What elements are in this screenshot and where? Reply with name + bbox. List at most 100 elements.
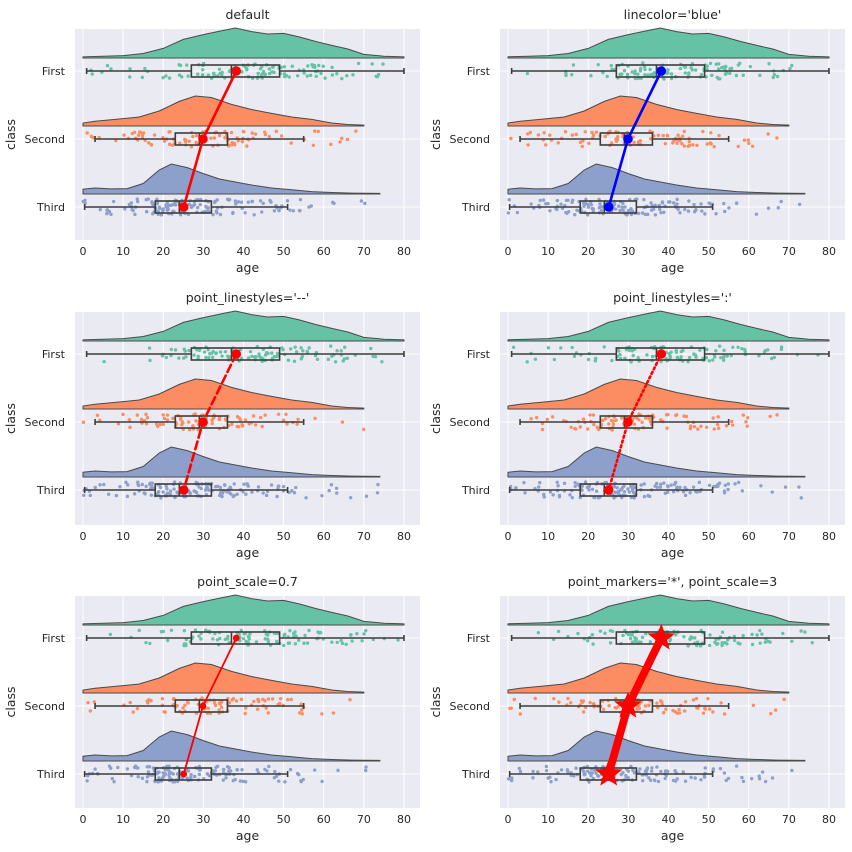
rain-point xyxy=(301,349,305,353)
rain-point xyxy=(90,72,94,76)
rain-point xyxy=(636,356,640,360)
rain-point xyxy=(145,779,149,784)
rain-point xyxy=(264,706,268,710)
rain-point xyxy=(509,136,513,141)
y-axis-label: class xyxy=(428,686,443,717)
cloud-second xyxy=(82,378,365,410)
rain-point xyxy=(161,490,165,494)
rain-point xyxy=(736,144,740,149)
rain-point xyxy=(148,481,152,485)
rain-point xyxy=(554,777,558,782)
rain-point xyxy=(194,140,198,145)
rain-point xyxy=(123,207,127,211)
rain-point xyxy=(158,422,162,427)
rain-point xyxy=(234,699,239,703)
rain-point xyxy=(629,207,633,211)
rain-point xyxy=(696,427,700,431)
rain-point xyxy=(188,428,192,432)
rain-point xyxy=(294,350,299,354)
rain-point xyxy=(736,641,740,645)
rain-point xyxy=(225,197,230,202)
rain-point xyxy=(167,768,171,772)
rain-point xyxy=(148,641,152,646)
rain-point xyxy=(693,68,698,72)
y-tick-label: Third xyxy=(461,484,490,497)
rain-point xyxy=(525,132,530,136)
rain-point xyxy=(622,69,627,73)
rain-point xyxy=(586,427,590,431)
x-tick-label: 30 xyxy=(621,245,635,258)
rain-point xyxy=(779,199,783,204)
rain-point xyxy=(683,71,688,75)
rain-point xyxy=(203,628,208,632)
rain-point xyxy=(691,143,695,147)
rain-point xyxy=(588,700,592,705)
rain-point xyxy=(707,707,712,711)
rain-point xyxy=(299,702,303,706)
rain-point xyxy=(573,484,577,488)
rain-point xyxy=(342,357,347,361)
y-axis-label: class xyxy=(428,403,443,434)
x-tick-label: 60 xyxy=(742,245,756,258)
rain-point xyxy=(665,134,670,138)
rain-point xyxy=(746,416,750,420)
rain-point xyxy=(508,776,512,781)
rain-point xyxy=(363,768,368,773)
rain-point xyxy=(566,198,570,202)
mean-point-second xyxy=(614,691,642,718)
rain-point xyxy=(364,628,368,633)
rain-point xyxy=(327,488,331,493)
rain-point xyxy=(210,355,215,359)
rain-point xyxy=(128,67,132,71)
rain-point xyxy=(642,197,646,202)
rain-point xyxy=(343,345,347,349)
rain-point xyxy=(729,419,734,424)
rain-point xyxy=(790,768,794,773)
rain-point xyxy=(689,635,693,639)
y-tick-label: Third xyxy=(461,768,490,781)
rain-point xyxy=(569,701,573,705)
rain-point xyxy=(666,68,670,72)
rain-point xyxy=(719,355,723,360)
rain-point xyxy=(640,635,645,640)
rain-point xyxy=(308,73,313,78)
rain-point xyxy=(278,701,282,706)
rain-point xyxy=(583,480,588,484)
panel-2: linecolor='blue' 0 10 20 30 40 50 60 70 80 First Se… xyxy=(428,7,845,275)
y-axis-label: class xyxy=(428,119,443,150)
rain-point xyxy=(643,416,648,420)
rain-point xyxy=(768,414,772,419)
cloud-first xyxy=(507,27,830,59)
x-tick-label: 70 xyxy=(357,530,371,543)
rain-point xyxy=(344,642,348,646)
rain-point xyxy=(570,345,574,350)
cloud-second xyxy=(82,95,365,127)
y-axis-label: class xyxy=(3,686,18,717)
rain-point xyxy=(272,70,276,75)
rain-point xyxy=(655,701,659,705)
rain-point xyxy=(664,413,669,417)
rain-point xyxy=(250,490,254,494)
rain-point xyxy=(633,71,637,76)
rain-point xyxy=(721,641,725,645)
rain-point xyxy=(734,73,739,78)
y-tick-label: Third xyxy=(36,201,65,214)
rain-point xyxy=(266,711,270,715)
rain-point xyxy=(642,494,647,499)
rain-point xyxy=(164,355,169,360)
rain-point xyxy=(675,355,680,360)
rain-point xyxy=(136,133,141,137)
rain-point xyxy=(299,357,304,361)
x-tick-label: 0 xyxy=(505,245,512,258)
rain-point xyxy=(649,208,654,212)
rain-point xyxy=(692,210,697,214)
rain-point xyxy=(260,210,264,214)
panel-title: point_markers='*', point_scale=3 xyxy=(568,574,778,589)
rain-point xyxy=(658,485,663,489)
rain-point xyxy=(649,73,653,78)
rain-point xyxy=(557,700,561,704)
rain-point xyxy=(320,712,324,716)
rain-point xyxy=(214,351,218,356)
rain-point xyxy=(326,357,331,362)
rain-point xyxy=(763,779,768,784)
